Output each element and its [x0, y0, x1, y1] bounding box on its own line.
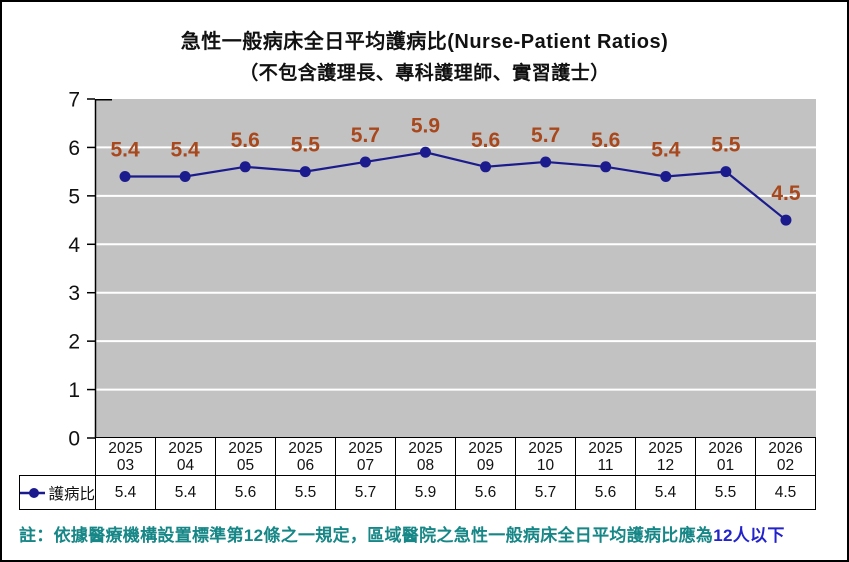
- data-label: 5.6: [471, 129, 500, 152]
- data-label: 5.9: [411, 114, 440, 137]
- value-cell: 5.9: [395, 475, 456, 510]
- category-cell: 2025 09: [455, 437, 516, 476]
- data-point: [720, 166, 732, 178]
- data-point: [419, 146, 431, 158]
- y-tick-label: 0: [68, 428, 80, 451]
- data-point: [660, 170, 672, 182]
- category-cell: 2025 10: [515, 437, 576, 476]
- value-cell: 5.6: [455, 475, 516, 510]
- chart-subtitle: （不包含護理長、專科護理師、實習護士）: [239, 63, 610, 84]
- y-tick-label: 7: [68, 89, 80, 112]
- category-cell: 2025 07: [335, 437, 396, 476]
- y-tick-label: 3: [68, 282, 80, 305]
- category-cell: 2025 06: [275, 437, 336, 476]
- y-tick-label: 5: [68, 185, 80, 208]
- data-label: 5.7: [531, 124, 560, 147]
- value-cell: 5.7: [515, 475, 576, 510]
- chart-title: 急性一般病床全日平均護病比(Nurse-Patient Ratios): [180, 31, 669, 53]
- data-point: [540, 156, 552, 168]
- legend-line-marker-icon: [20, 487, 46, 498]
- category-cell: 2026 02: [755, 437, 816, 476]
- footnote-text: 註：依據醫療機構設置標準第12條之一規定，區域醫院之急性一般病床全日平均護病比應…: [19, 526, 714, 545]
- footnote: 註：依據醫療機構設置標準第12條之一規定，區域醫院之急性一般病床全日平均護病比應…: [19, 521, 785, 546]
- value-cell: 5.6: [215, 475, 276, 510]
- data-label: 5.7: [351, 124, 380, 147]
- chart-data-table: 2025 03 2025 04 2025 05 2025 06 2025 07 2025 08 2025…: [19, 437, 816, 510]
- category-cell: 2025 11: [575, 437, 636, 476]
- value-cell: 4.5: [755, 475, 816, 510]
- data-point: [600, 161, 612, 173]
- table-corner-empty: [20, 438, 96, 476]
- value-cell: 5.4: [95, 475, 156, 510]
- value-cell: 5.6: [575, 475, 636, 510]
- data-point: [239, 161, 251, 173]
- value-cell: 5.4: [635, 475, 696, 510]
- data-table: 2025 03 2025 04 2025 05 2025 06 2025 07 2025 08 2025…: [19, 437, 816, 510]
- data-point: [480, 161, 492, 173]
- data-label: 5.4: [651, 138, 681, 161]
- data-point: [780, 214, 792, 226]
- data-point: [119, 170, 131, 182]
- category-cell: 2025 03: [95, 437, 156, 476]
- category-cell: 2025 05: [215, 437, 276, 476]
- category-cell: 2025 12: [635, 437, 696, 476]
- data-label: 4.5: [771, 182, 801, 205]
- data-point: [179, 170, 191, 182]
- value-cell: 5.5: [275, 475, 336, 510]
- data-label: 5.6: [231, 129, 260, 152]
- data-point: [299, 166, 311, 178]
- legend-cell: 護病比: [19, 475, 96, 510]
- y-tick-label: 6: [68, 137, 80, 160]
- y-tick-label: 4: [68, 234, 80, 257]
- category-cell: 2026 01: [695, 437, 756, 476]
- y-tick-label: 2: [68, 331, 80, 354]
- footnote-highlight: 12人以下: [713, 526, 785, 545]
- data-point: [359, 156, 371, 168]
- series-line: [125, 151, 787, 221]
- value-cell: 5.4: [155, 475, 216, 510]
- data-label: 5.5: [711, 134, 741, 157]
- legend-label: 護病比: [48, 485, 95, 503]
- data-label: 5.6: [591, 129, 620, 152]
- y-tick-label: 1: [68, 379, 80, 402]
- data-label: 5.5: [291, 134, 321, 157]
- data-label: 5.4: [171, 138, 201, 161]
- value-cell: 5.7: [335, 475, 396, 510]
- category-cell: 2025 04: [155, 437, 216, 476]
- value-cell: 5.5: [695, 475, 756, 510]
- plot-area: [95, 99, 816, 437]
- category-cell: 2025 08: [395, 437, 456, 476]
- data-label: 5.4: [110, 138, 140, 161]
